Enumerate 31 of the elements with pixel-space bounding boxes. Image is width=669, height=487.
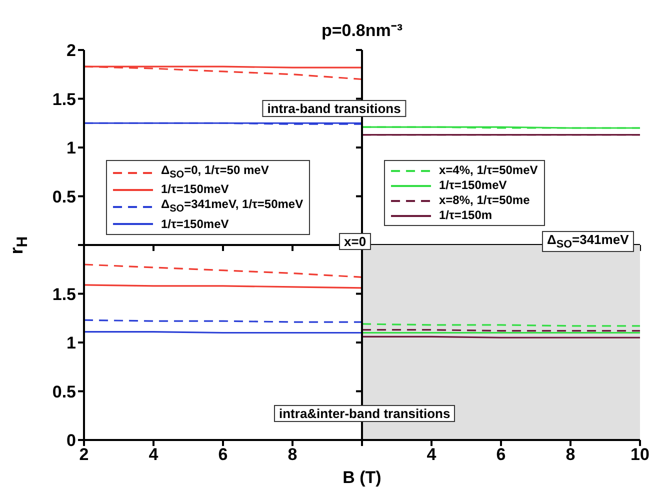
legend-label: x=4%, 1/τ=50meV <box>439 163 538 178</box>
x-tick-label: 2 <box>79 445 89 464</box>
legend-label: Δ$_{SO}$=0, 1/τ=50 meV <box>161 163 269 182</box>
legend-label: x=8%, 1/τ=50me <box>439 193 530 208</box>
x-tick-label: 4 <box>426 445 437 464</box>
y-tick-label: 0 <box>66 431 76 450</box>
y-tick-label: 0.5 <box>52 187 76 206</box>
y-tick-label: 1 <box>66 138 76 158</box>
line-series <box>84 264 362 278</box>
x-tick-label: 8 <box>566 445 576 464</box>
y-tick-label: 2 <box>66 41 76 60</box>
y-tick-label: 0.5 <box>52 382 76 402</box>
x-tick-label: 10 <box>630 445 650 464</box>
legend-label: 1/τ=150meV <box>161 182 229 198</box>
legend-label: Δ$_{SO}$=341meV, 1/τ=50meV <box>161 197 304 217</box>
legend-label: 1/τ=150m <box>439 208 492 223</box>
annotation: intra-band transitions <box>267 101 401 116</box>
x-axis-title: B (T) <box>342 468 382 487</box>
legend-label: 1/τ=150meV <box>161 216 229 232</box>
x-tick-label: 8 <box>288 445 298 464</box>
y-tick-label: 1 <box>66 334 76 353</box>
y-tick-label: 1.5 <box>52 284 76 304</box>
y-tick-label: 1.5 <box>52 90 76 109</box>
annotation: x=0 <box>344 234 366 249</box>
legend-label: 1/τ=150meV <box>439 178 507 193</box>
annotation: Δ$_{SO}$=341meV <box>547 232 629 251</box>
annotation: intra&inter-band transitions <box>279 406 450 421</box>
x-tick-label: 6 <box>218 445 228 464</box>
x-tick-label: 4 <box>148 445 159 464</box>
x-tick-label: 6 <box>496 445 506 464</box>
chart-title: p=0.8nm⁻³ <box>321 21 403 40</box>
